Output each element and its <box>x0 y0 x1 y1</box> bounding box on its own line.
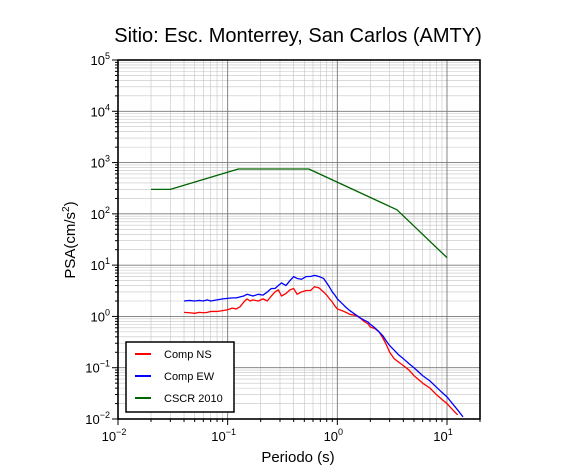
y-tick-label: 102 <box>91 205 110 222</box>
y-axis-label: PSA(cm/s2) <box>61 201 79 278</box>
x-tick-label: 100 <box>324 427 343 444</box>
x-tick-exponent: −1 <box>226 427 236 437</box>
chart-title: Sitio: Esc. Monterrey, San Carlos (AMTY) <box>114 25 482 47</box>
x-tick-label: 10−2 <box>102 427 127 444</box>
x-tick-labels: 10−2 10−1 100 101 <box>102 427 453 444</box>
y-tick-exponent: 4 <box>105 102 110 112</box>
x-tick-label: 10−1 <box>211 427 236 444</box>
x-tick-exponent: 0 <box>338 427 343 437</box>
y-tick-exponent: 1 <box>105 256 110 266</box>
y-tick-exponent: −1 <box>100 359 110 369</box>
y-tick-base: 10 <box>91 207 105 222</box>
x-tick-base: 10 <box>324 429 338 444</box>
x-tick-base: 10 <box>102 429 116 444</box>
y-tick-label: 104 <box>91 102 110 119</box>
legend-label: Comp NS <box>164 349 212 361</box>
x-tick-label: 101 <box>433 427 452 444</box>
y-tick-base: 10 <box>85 361 99 376</box>
y-tick-label: 105 <box>91 51 110 68</box>
y-axis-label-main: PSA(cm/s <box>62 212 79 279</box>
series-line-comp-ew <box>183 274 464 418</box>
axis-ticks <box>112 59 481 425</box>
grid-minor <box>118 60 481 419</box>
y-tick-exponent: 0 <box>105 307 110 317</box>
x-axis-label: Periodo (s) <box>261 449 334 466</box>
y-tick-label: 101 <box>91 256 110 273</box>
x-tick-base: 10 <box>433 429 447 444</box>
y-tick-label: 100 <box>91 307 110 324</box>
y-tick-exponent: 3 <box>105 154 110 164</box>
x-tick-base: 10 <box>211 429 225 444</box>
y-tick-base: 10 <box>85 412 99 427</box>
series-layer <box>151 168 464 418</box>
x-tick-exponent: 1 <box>448 427 453 437</box>
y-tick-base: 10 <box>91 53 105 68</box>
x-tick-exponent: −2 <box>116 427 126 437</box>
y-tick-base: 10 <box>91 104 105 119</box>
series-line-cscr-2010 <box>151 168 448 259</box>
legend-label: CSCR 2010 <box>164 393 223 405</box>
legend: Comp NS Comp EW CSCR 2010 <box>125 341 235 413</box>
y-tick-base: 10 <box>91 156 105 171</box>
series-line-comp-ns <box>183 286 459 416</box>
y-tick-exponent: 5 <box>105 51 110 61</box>
plot-frame <box>117 59 481 420</box>
y-tick-label: 10−2 <box>85 410 110 427</box>
y-tick-exponent: 2 <box>105 205 110 215</box>
y-tick-base: 10 <box>91 258 105 273</box>
y-tick-exponent: −2 <box>100 410 110 420</box>
y-tick-base: 10 <box>91 309 105 324</box>
y-axis-label-sup: 2 <box>61 206 72 212</box>
legend-label: Comp EW <box>164 371 215 383</box>
y-tick-label: 103 <box>91 154 110 171</box>
y-axis-label-tail: ) <box>62 201 79 206</box>
y-tick-label: 10−1 <box>85 359 110 376</box>
